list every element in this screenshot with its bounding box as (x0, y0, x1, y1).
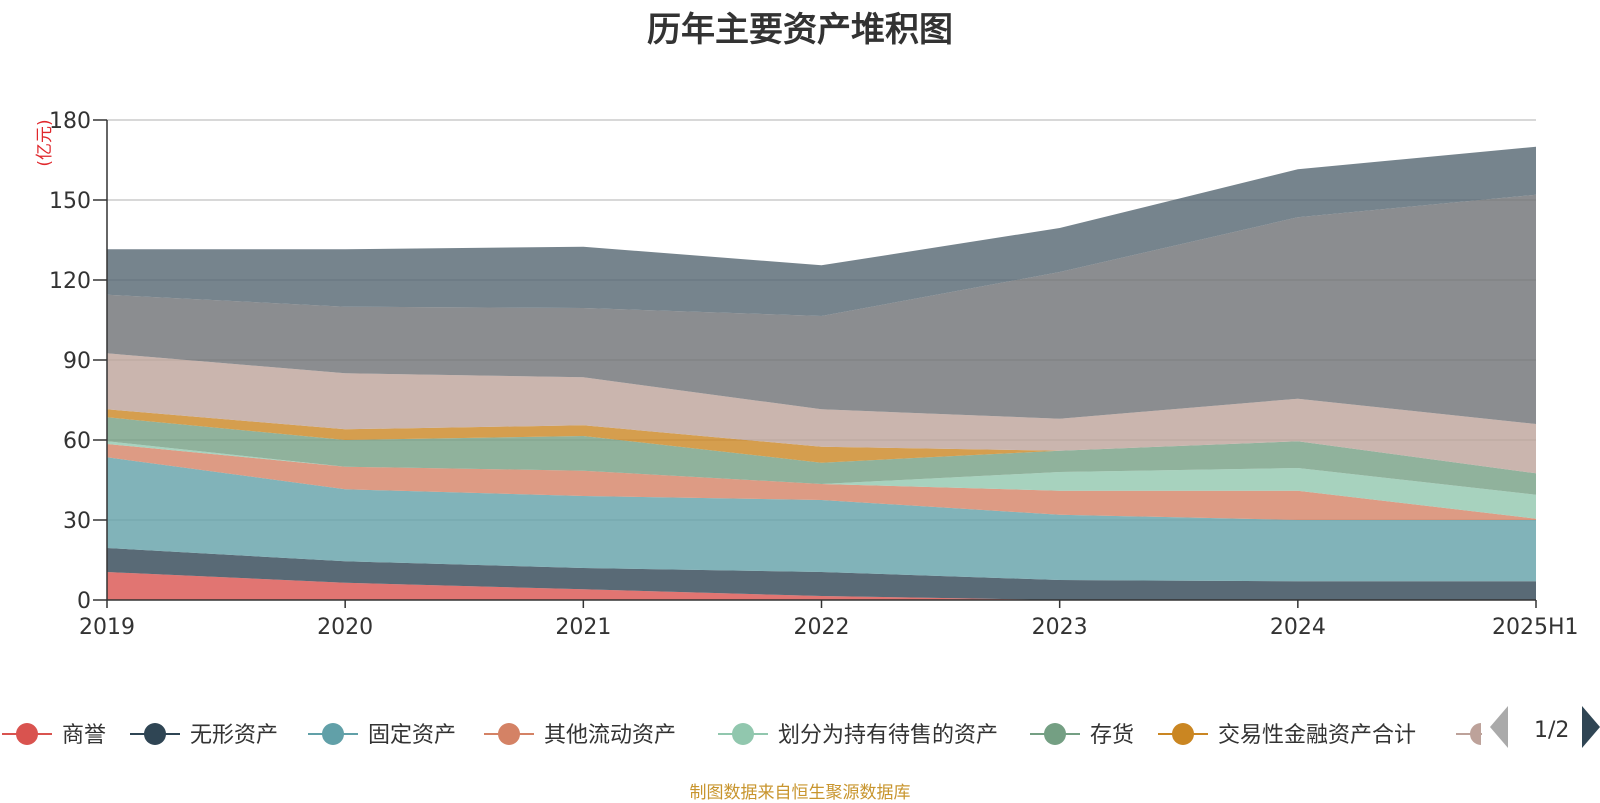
x-tick-label: 2025H1 (1492, 615, 1579, 640)
x-tick-label: 2019 (79, 615, 135, 640)
area-series-0[interactable] (107, 572, 1536, 600)
legend-dot-icon (144, 723, 166, 745)
legend-label: 商誉 (62, 723, 106, 748)
legend: 商誉 无形资产 固定资产 其他流动资产 划分为持有待售的资产 存货 交易性金融资产合计 (2, 723, 1482, 748)
legend-item-5[interactable]: 存货 (1030, 723, 1134, 748)
area-series-9[interactable] (107, 146, 1536, 316)
legend-item-6[interactable]: 交易性金融资产合计 (1158, 723, 1416, 748)
legend-dot-icon (1470, 723, 1481, 745)
area-series-6[interactable] (107, 409, 1536, 474)
y-tick-label: 60 (63, 429, 91, 454)
y-tick-label: 120 (49, 269, 91, 294)
legend-label: 划分为持有待售的资产 (778, 723, 998, 748)
legend-label: 其他流动资产 (544, 723, 676, 748)
area-series-2[interactable] (107, 457, 1536, 582)
legend-item-partial[interactable] (1456, 723, 1482, 745)
legend-label: 交易性金融资产合计 (1218, 723, 1416, 748)
legend-page-indicator: 1/2 (1534, 718, 1569, 743)
legend-dot-icon (1172, 723, 1194, 745)
source-note: 制图数据来自恒生聚源数据库 (689, 783, 911, 803)
legend-item-0[interactable]: 商誉 (2, 723, 106, 748)
x-tick-label: 2023 (1032, 615, 1088, 640)
area-series (107, 146, 1536, 600)
legend-item-1[interactable]: 无形资产 (130, 723, 278, 748)
y-tick-label: 30 (63, 509, 91, 534)
x-tick-label: 2024 (1270, 615, 1326, 640)
x-tick-label: 2020 (317, 615, 373, 640)
y-tick-label: 150 (49, 189, 91, 214)
area-series-4[interactable] (107, 441, 1536, 519)
legend-item-4[interactable]: 划分为持有待售的资产 (718, 723, 998, 748)
area-series-7[interactable] (107, 353, 1536, 474)
x-tick-label: 2022 (794, 615, 850, 640)
legend-dot-icon (322, 723, 344, 745)
legend-prev-icon[interactable] (1490, 706, 1508, 748)
chart-title: 历年主要资产堆积图 (647, 10, 953, 50)
legend-item-2[interactable]: 固定资产 (308, 723, 456, 748)
legend-dot-icon (1044, 723, 1066, 745)
legend-next-icon[interactable] (1582, 706, 1600, 748)
area-series-1[interactable] (107, 548, 1536, 600)
area-series-5[interactable] (107, 417, 1536, 495)
y-tick-label: 0 (77, 589, 91, 614)
y-tick-label: 180 (49, 109, 91, 134)
y-tick-label: 90 (63, 349, 91, 374)
legend-dot-icon (498, 723, 520, 745)
legend-label: 无形资产 (190, 723, 278, 748)
legend-item-3[interactable]: 其他流动资产 (484, 723, 676, 748)
legend-dot-icon (16, 723, 38, 745)
legend-label: 固定资产 (368, 723, 456, 748)
area-series-3[interactable] (107, 444, 1536, 520)
legend-dot-icon (732, 723, 754, 745)
x-tick-label: 2021 (555, 615, 611, 640)
legend-label: 存货 (1090, 723, 1134, 748)
y-axis-unit-label: (亿元) (35, 119, 55, 166)
area-series-8[interactable] (107, 194, 1536, 424)
axes: 0 30 60 90 120 150 180 2019 2020 2021 2022 2023 2024… (49, 109, 1579, 640)
